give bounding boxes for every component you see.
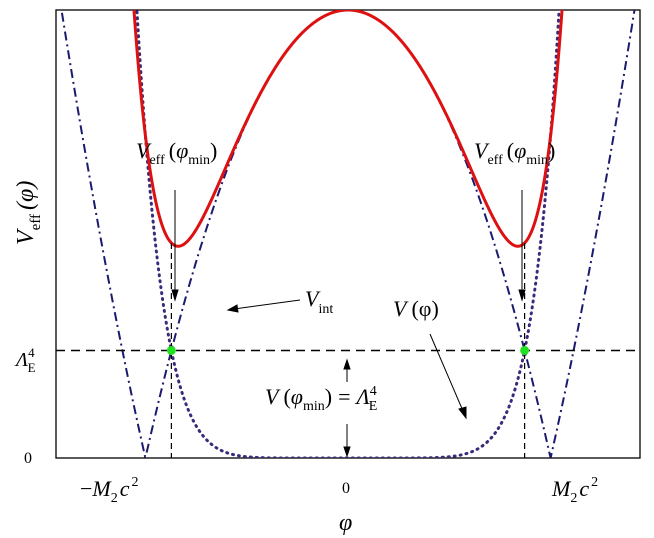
label-vphi: V (φ) (393, 296, 439, 321)
series-line-veff (132, 10, 564, 248)
plot-area (56, 10, 640, 458)
x-axis-label: φ (339, 510, 352, 536)
arrow-vint (233, 299, 301, 310)
arrow-head-left (171, 289, 179, 302)
crossing-point-left (166, 345, 176, 355)
arrow-head-vint (226, 304, 239, 313)
y-tick-label-lambda: Λ4 E (14, 345, 36, 375)
arrow-head-vmin-up (343, 358, 351, 370)
crossing-point-right (520, 345, 530, 355)
y-axis-label: Veff(φ) (13, 181, 44, 245)
arrow-head-vphi (458, 406, 467, 420)
x-tick-label-m2c2: M2c 2 (551, 475, 598, 506)
arrow-vphi (429, 333, 464, 412)
arrow-head-vmin-down (343, 446, 351, 458)
arrow-head-right (518, 289, 526, 302)
annotation-arrows (171, 190, 526, 458)
label-veff-min-left: Veff (φmin) (136, 138, 217, 168)
label-veff-min-right: Veff (φmin) (474, 138, 555, 168)
label-vint: Vint (305, 286, 333, 317)
label-vmin-equals-lambda: V (φmin) = Λ4 E (265, 384, 377, 414)
x-tick-label-zero: 0 (342, 480, 350, 497)
y-tick-label-zero: 0 (24, 450, 32, 467)
x-tick-label-neg-m2c2: −M2c 2 (80, 475, 139, 506)
series-line-vphi (135, 10, 561, 458)
